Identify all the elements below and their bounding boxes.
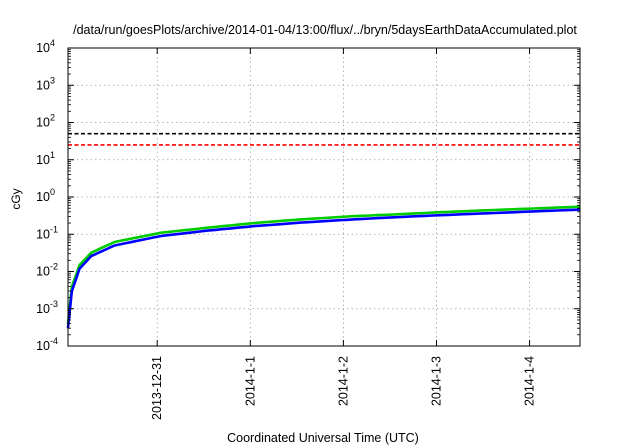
chart-title: /data/run/goesPlots/archive/2014-01-04/1…: [73, 23, 577, 37]
y-tick-exponent: 0: [50, 187, 55, 197]
x-axis-label: Coordinated Universal Time (UTC): [227, 431, 419, 445]
y-tick-base: 10: [36, 302, 50, 316]
y-tick-label: 103: [36, 75, 55, 92]
y-tick-base: 10: [36, 153, 50, 167]
reference-lines: [68, 132, 580, 146]
x-tick-label: 2014-1-4: [523, 356, 537, 406]
y-tick-label: 101: [36, 150, 55, 167]
y-tick-exponent: -2: [50, 262, 58, 272]
y-tick-base: 10: [36, 78, 50, 92]
y-tick-base: 10: [36, 41, 50, 55]
series-layer: [66, 205, 581, 329]
y-axis-label: cGy: [9, 188, 23, 209]
y-tick-exponent: -4: [50, 336, 58, 346]
y-tick-exponent: -1: [50, 224, 58, 234]
y-tick-base: 10: [36, 339, 50, 353]
grid: [68, 48, 580, 346]
y-tick-base: 10: [36, 190, 50, 204]
x-tick-label: 2014-1-3: [429, 356, 443, 406]
y-tick-base: 10: [36, 116, 50, 130]
y-tick-base: 10: [36, 227, 50, 241]
series-line: [66, 208, 581, 329]
x-tick-label: 2014-1-2: [336, 356, 350, 406]
y-tick-exponent: -3: [50, 299, 58, 309]
y-tick-label: 100: [36, 187, 55, 204]
y-tick-label: 10-2: [36, 262, 58, 279]
x-tick-label: 2013-12-31: [150, 356, 164, 420]
y-tick-base: 10: [36, 265, 50, 279]
y-tick-exponent: 1: [50, 150, 55, 160]
y-tick-label: 10-1: [36, 224, 58, 241]
x-axis: 2013-12-31 2014-1-1 2014-1-2 2014-1-3 2014-1…: [150, 48, 537, 420]
y-tick-label: 10-4: [36, 336, 58, 353]
y-tick-label: 104: [36, 38, 55, 55]
y-tick-exponent: 3: [50, 75, 55, 85]
y-tick-label: 10-3: [36, 299, 58, 316]
series-line: [66, 205, 581, 324]
y-tick-exponent: 2: [50, 113, 55, 123]
y-tick-label: 102: [36, 113, 55, 130]
y-tick-exponent: 4: [50, 38, 55, 48]
x-tick-label: 2014-1-1: [243, 356, 257, 406]
